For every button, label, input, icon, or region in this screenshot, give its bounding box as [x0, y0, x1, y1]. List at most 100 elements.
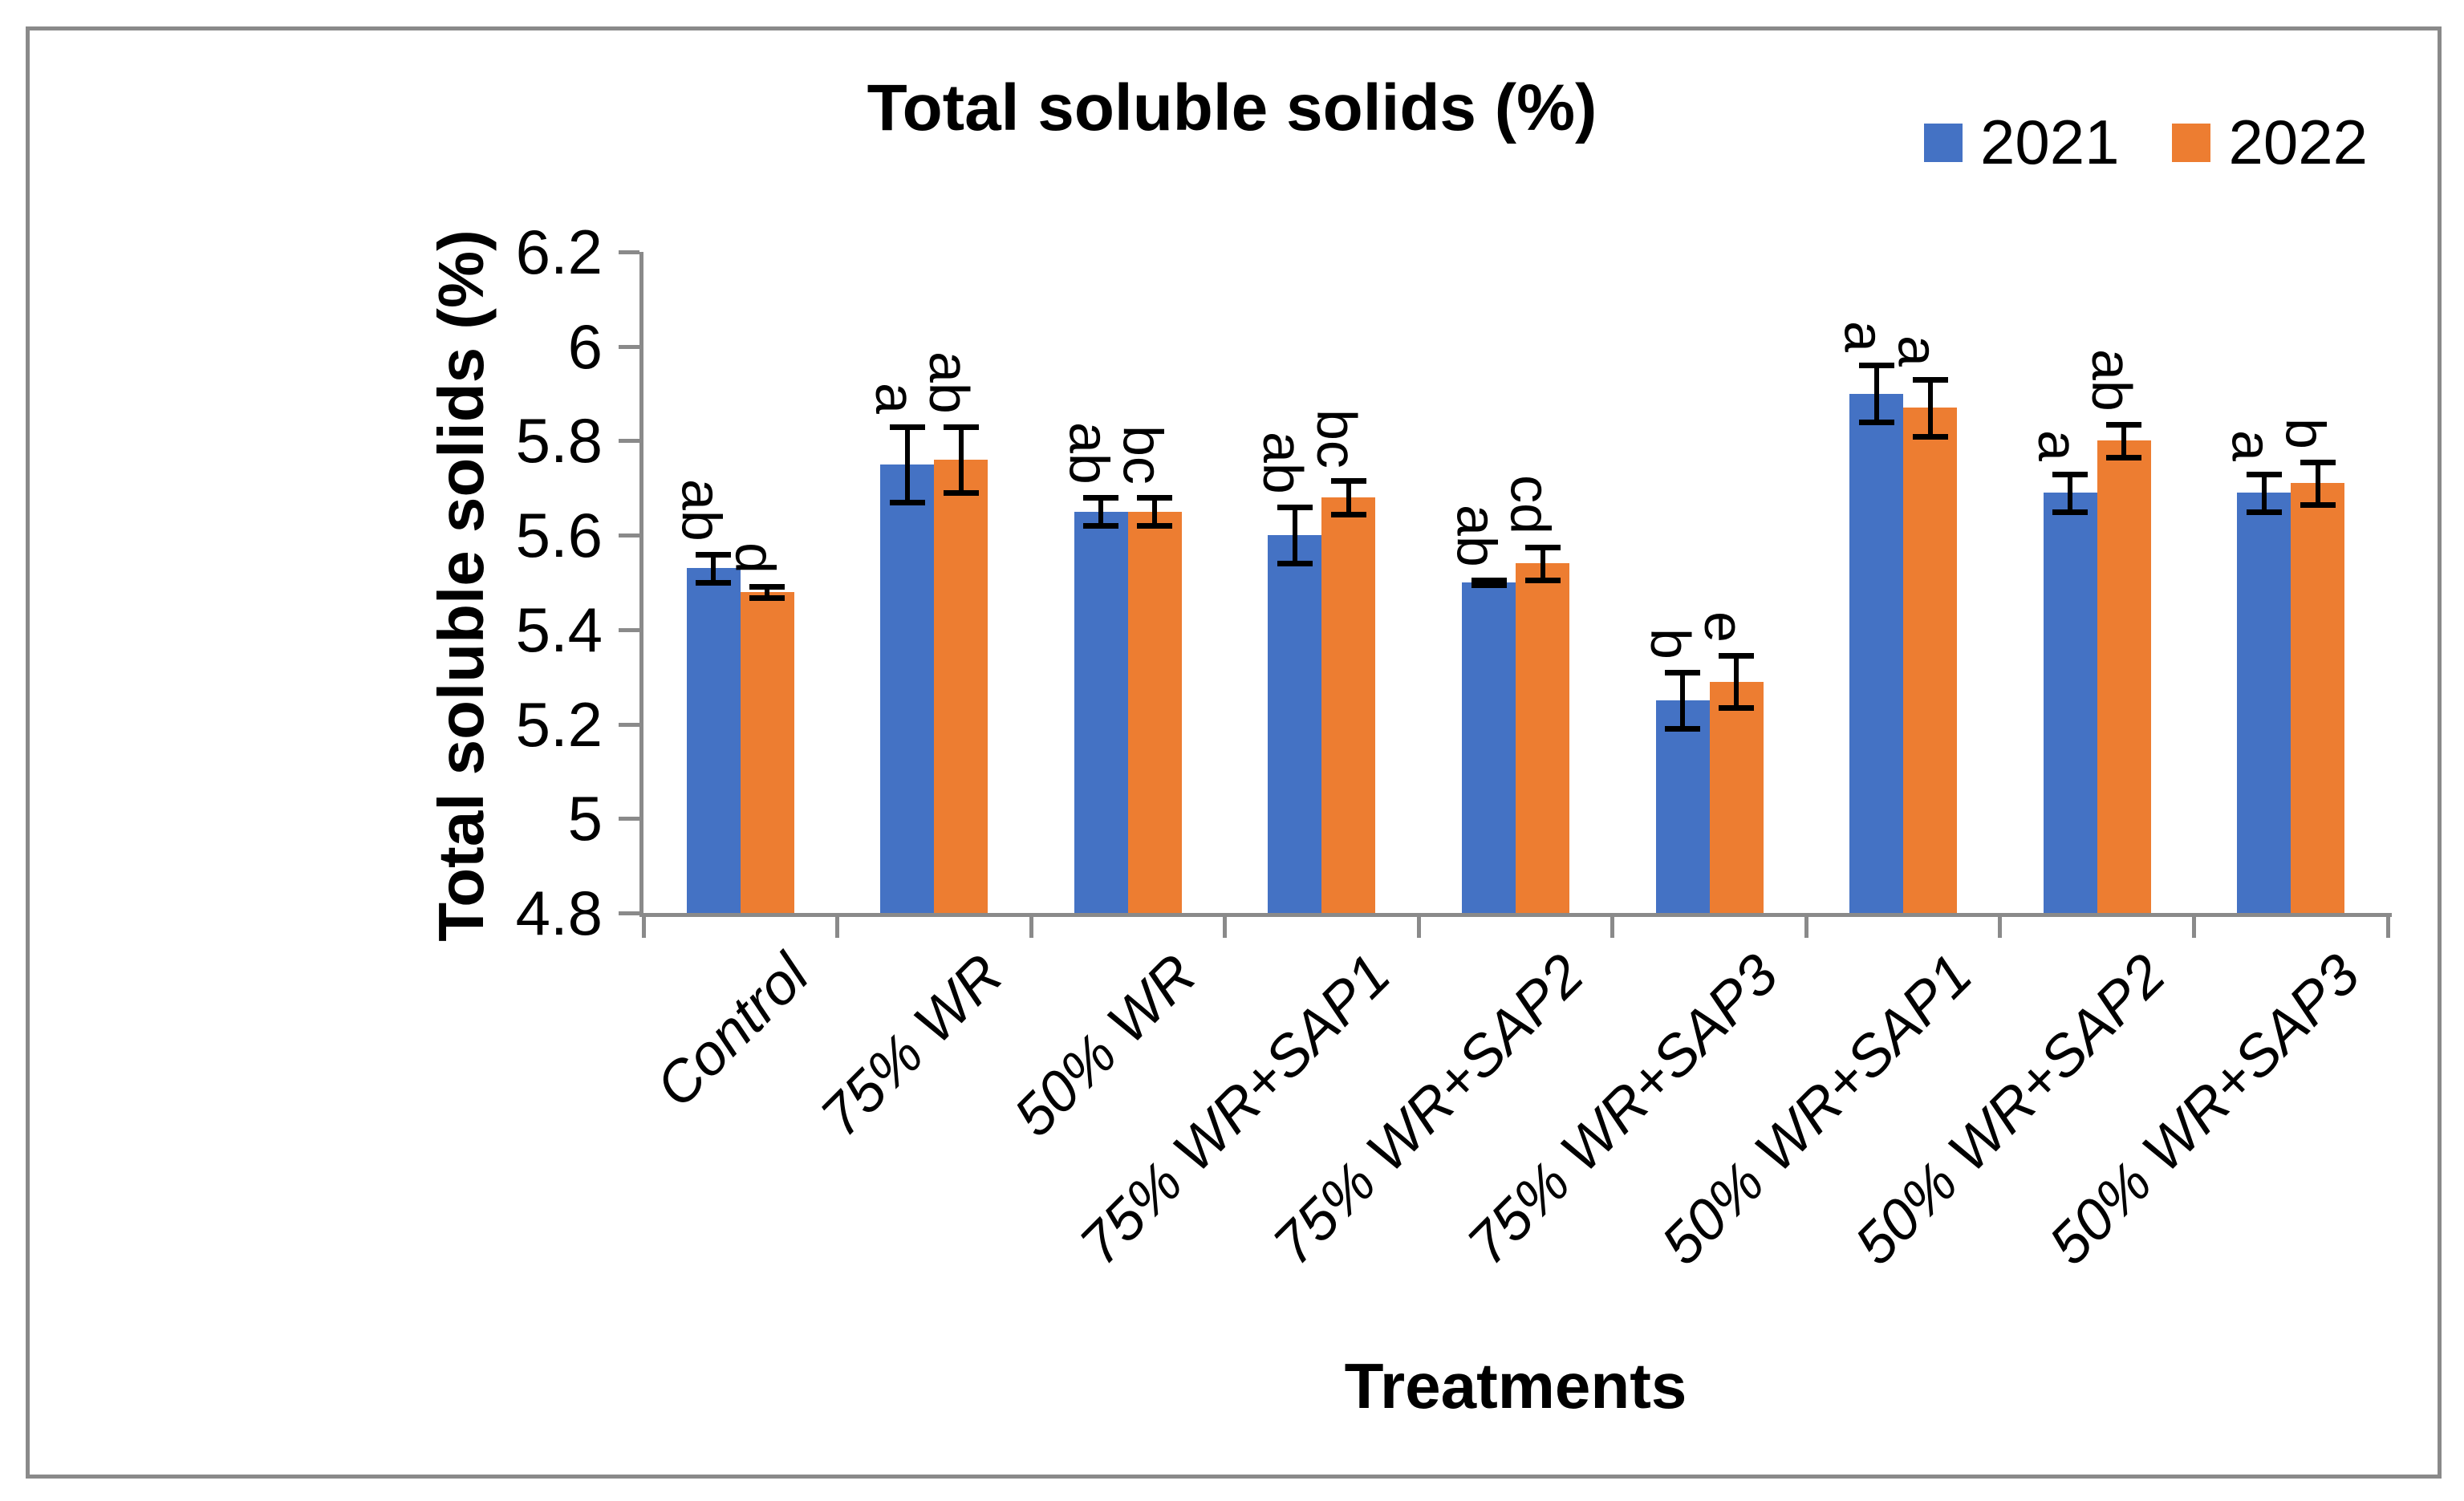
error-cap-top: [1858, 363, 1894, 369]
bar-2021-75% WR+SAP1: [1268, 535, 1322, 913]
error-cap-top: [1137, 495, 1173, 501]
sig-letter-2022-75% WR+SAP1: bc: [1305, 408, 1368, 469]
x-axis-title: Treatments: [1344, 1350, 1687, 1422]
bar-2021-50% WR+SAP1: [1849, 393, 1904, 913]
bar-2021-50% WR: [1074, 511, 1128, 913]
chart-border-frame: [26, 26, 2442, 1479]
x-tick: [1029, 917, 1033, 938]
sig-letter-2021-75% WR+SAP3: b: [1639, 627, 1703, 659]
error-bar-2022-50% WR+SAP1: [1927, 379, 1933, 436]
error-cap-bottom: [943, 490, 979, 497]
sig-letter-2021-Control: ab: [670, 478, 733, 542]
bar-2022-50% WR: [1127, 511, 1182, 913]
error-bar-2022-75% WR: [958, 426, 964, 493]
x-tick: [1998, 917, 2003, 938]
sig-letter-2022-50% WR: bc: [1111, 425, 1175, 485]
bar-2021-50% WR+SAP2: [2043, 493, 2097, 913]
sig-letter-2022-Control: d: [724, 542, 787, 574]
y-tick-label: 5: [567, 783, 603, 854]
error-cap-bottom: [1277, 561, 1313, 567]
error-cap-bottom: [2052, 509, 2089, 515]
error-bar-2022-50% WR+SAP2: [2121, 424, 2127, 458]
y-tick-label: 6: [567, 310, 603, 382]
bar-2022-75% WR+SAP1: [1321, 497, 1376, 913]
sig-letter-2021-75% WR+SAP1: ab: [1251, 431, 1314, 494]
error-bar-2021-75% WR+SAP1: [1292, 506, 1297, 564]
x-tick: [2191, 917, 2196, 938]
legend-item-2021: 2021: [1923, 106, 2120, 179]
bar-2022-75% WR+SAP2: [1516, 563, 1569, 913]
error-cap-bottom: [1330, 511, 1366, 517]
bar-2021-Control: [686, 568, 741, 913]
error-cap-top: [1912, 376, 1948, 383]
y-tick-label: 5.2: [515, 688, 603, 760]
error-cap-top: [2246, 471, 2282, 477]
error-cap-bottom: [889, 499, 925, 505]
bar-2022-50% WR+SAP2: [2097, 440, 2151, 913]
error-cap-top: [2052, 471, 2089, 477]
sig-letter-2021-50% WR+SAP3: a: [2220, 429, 2283, 461]
sig-letter-2021-75% WR+SAP2: ab: [1445, 505, 1508, 568]
bar-2022-75% WR+SAP3: [1709, 681, 1764, 913]
bar-2022-50% WR+SAP3: [2291, 483, 2345, 913]
error-bar-2021-50% WR+SAP2: [2068, 473, 2073, 512]
sig-letter-2021-50% WR+SAP1: a: [1833, 321, 1896, 353]
x-tick: [1416, 917, 1421, 938]
error-bar-2022-Control: [765, 586, 770, 598]
y-tick: [619, 344, 639, 349]
error-cap-bottom: [1471, 582, 1507, 588]
error-cap-bottom: [1137, 523, 1173, 529]
y-tick-label: 5.4: [515, 594, 603, 665]
legend: 2021 2022: [1923, 106, 2368, 179]
error-cap-top: [696, 551, 732, 558]
error-cap-bottom: [2300, 501, 2336, 508]
plot-area: ab a ab ab ab b a a a d ab bc bc cd e a ab b: [619, 250, 2392, 938]
sig-letter-2021-75% WR: a: [863, 382, 927, 414]
error-cap-top: [2300, 459, 2336, 465]
error-cap-bottom: [1083, 523, 1119, 529]
x-tick: [1223, 917, 1228, 938]
error-cap-bottom: [696, 580, 732, 586]
sig-letter-2022-50% WR+SAP3: b: [2274, 417, 2337, 449]
error-cap-bottom: [1524, 578, 1561, 584]
y-tick: [619, 250, 639, 254]
error-cap-bottom: [1912, 433, 1948, 440]
legend-item-2022: 2022: [2172, 106, 2368, 179]
error-bar-2021-75% WR: [904, 426, 910, 502]
y-tick-label: 5.6: [515, 500, 603, 571]
error-bar-2022-50% WR: [1152, 497, 1158, 526]
error-cap-top: [1471, 578, 1507, 584]
sig-letter-2022-75% WR+SAP3: e: [1693, 611, 1756, 643]
error-cap-top: [1083, 495, 1119, 501]
y-tick: [619, 627, 639, 632]
x-tick: [2385, 917, 2390, 938]
error-bar-2022-75% WR+SAP3: [1734, 655, 1739, 708]
error-cap-bottom: [2106, 455, 2142, 461]
legend-swatch-2022: [2172, 123, 2211, 162]
x-axis-line: [639, 913, 2392, 917]
error-bar-2022-50% WR+SAP3: [2315, 461, 2320, 505]
y-tick-label: 5.8: [515, 405, 603, 477]
legend-label-2021: 2021: [1979, 107, 2120, 177]
bar-2021-75% WR+SAP2: [1462, 582, 1516, 913]
sig-letter-2022-50% WR+SAP1: a: [1886, 335, 1950, 367]
error-bar-2021-50% WR: [1098, 497, 1104, 526]
error-cap-top: [1524, 544, 1561, 550]
error-cap-bottom: [749, 594, 785, 601]
x-tick: [1610, 917, 1615, 938]
error-cap-top: [1277, 504, 1313, 510]
y-tick: [619, 439, 639, 444]
bar-2021-50% WR+SAP3: [2237, 493, 2291, 913]
error-cap-top: [943, 424, 979, 430]
y-axis-line: [639, 252, 643, 917]
error-bar-2022-75% WR+SAP2: [1540, 546, 1545, 581]
error-cap-top: [749, 583, 785, 590]
error-cap-bottom: [1719, 704, 1755, 711]
bar-2022-75% WR: [934, 459, 988, 913]
sig-letter-2022-50% WR+SAP2: ab: [2080, 348, 2144, 412]
bar-2022-50% WR+SAP1: [1903, 408, 1958, 913]
error-cap-bottom: [1665, 726, 1701, 732]
sig-letter-2021-50% WR+SAP2: a: [2027, 429, 2090, 461]
error-bar-2021-Control: [711, 554, 716, 582]
